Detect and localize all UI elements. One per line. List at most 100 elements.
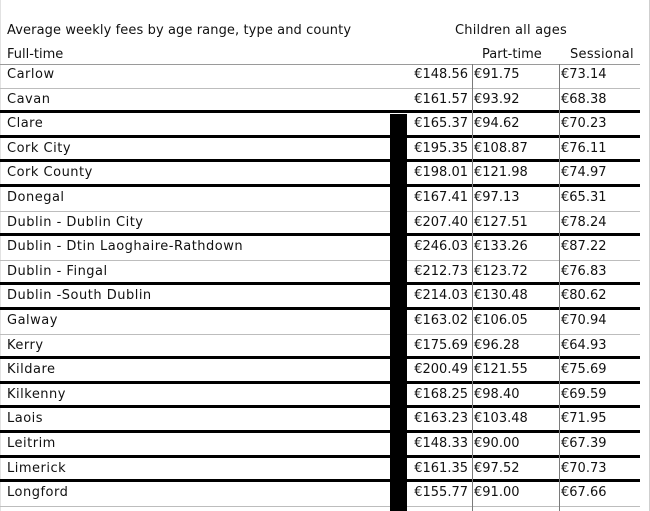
part-time-cell: €97.13 — [474, 189, 520, 205]
sessional-cell: €76.83 — [561, 263, 607, 279]
sessional-cell: €65.31 — [561, 189, 607, 205]
part-time-cell: €96.28 — [474, 337, 520, 353]
part-time-cell: €121.55 — [474, 362, 528, 378]
full-time-cell: €168.25 — [414, 386, 468, 402]
full-time-cell: €167.41 — [414, 189, 468, 205]
full-time-cell: €155.77 — [414, 485, 468, 501]
county-cell: Dublin - Dublin City — [7, 214, 144, 230]
county-cell: Galway — [7, 312, 58, 328]
part-time-cell: €127.51 — [474, 214, 528, 230]
full-time-cell: €163.02 — [414, 312, 468, 328]
table-row: Clare €165.37 €94.62 €70.23 — [0, 113, 640, 138]
sessional-cell: €87.22 — [561, 239, 607, 255]
county-cell: Cork City — [7, 140, 72, 156]
table-row: Cork County €198.01 €121.98 €74.97 — [0, 162, 640, 187]
sessional-cell: €74.97 — [561, 165, 607, 181]
part-time-cell: €90.00 — [474, 435, 520, 451]
part-time-cell: €98.40 — [474, 386, 520, 402]
county-cell: Kilkenny — [7, 386, 66, 402]
part-time-cell: €94.62 — [474, 116, 520, 132]
sessional-cell: €70.73 — [561, 460, 607, 476]
table-row: Galway €163.02 €106.05 €70.94 — [0, 310, 640, 335]
table-row: Kildare €200.49 €121.55 €75.69 — [0, 359, 640, 384]
county-cell: Kerry — [7, 337, 44, 353]
full-time-cell: €148.33 — [414, 435, 468, 451]
county-cell: Clare — [7, 116, 44, 132]
part-time-cell: €103.48 — [474, 411, 528, 427]
column-header-part-time: Part-time — [482, 47, 542, 62]
table-row: Dublin -South Dublin €214.03 €130.48 €80.62 — [0, 285, 640, 310]
sessional-cell: €69.59 — [561, 386, 607, 402]
part-time-cell: €123.72 — [474, 263, 528, 279]
table-row: Laois €163.23 €103.48 €71.95 — [0, 408, 640, 433]
column-divider — [559, 64, 560, 511]
column-divider — [472, 64, 473, 511]
county-cell: Dublin -South Dublin — [7, 288, 152, 304]
full-time-cell: €148.56 — [414, 67, 468, 82]
full-time-cell: €246.03 — [414, 239, 468, 255]
table-row: Carlow €148.56 €91.75 €73.14 — [0, 64, 640, 89]
sessional-cell: €70.94 — [561, 312, 607, 328]
sessional-cell: €71.95 — [561, 411, 607, 427]
sessional-cell: €67.39 — [561, 435, 607, 451]
table-row: Donegal €167.41 €97.13 €65.31 — [0, 187, 640, 212]
part-time-cell: €108.87 — [474, 140, 528, 156]
full-time-cell: €175.69 — [414, 337, 468, 353]
county-cell: Leitrim — [7, 435, 56, 451]
column-header-sessional: Sessional — [570, 47, 634, 62]
sessional-cell: €67.66 — [561, 485, 607, 501]
full-time-cell: €161.57 — [414, 91, 468, 107]
table-row: Dublin - Dublin City €207.40 €127.51 €78.24 — [0, 212, 640, 237]
sessional-cell: €75.69 — [561, 362, 607, 378]
part-time-cell: €130.48 — [474, 288, 528, 304]
sessional-cell: €80.62 — [561, 288, 607, 304]
county-cell: Cork County — [7, 165, 93, 181]
sessional-cell: €64.93 — [561, 337, 607, 353]
full-time-cell: €198.01 — [414, 165, 468, 181]
table-title: Average weekly fees by age range, type a… — [7, 23, 352, 38]
part-time-cell: €93.92 — [474, 91, 520, 107]
table-body: Carlow €148.56 €91.75 €73.14 Cavan €161.57 €93… — [0, 64, 640, 507]
column-header-full-time: Full-time — [7, 47, 64, 62]
county-cell: Kildare — [7, 362, 56, 378]
table-row: Longford €155.77 €91.00 €67.66 — [0, 482, 640, 507]
table-row: Limerick €161.35 €97.52 €70.73 — [0, 458, 640, 483]
table-row: Kilkenny €168.25 €98.40 €69.59 — [0, 384, 640, 409]
sessional-cell: €73.14 — [561, 67, 607, 82]
part-time-cell: €133.26 — [474, 239, 528, 255]
full-time-cell: €212.73 — [414, 263, 468, 279]
county-cell: Carlow — [7, 67, 55, 82]
black-bar-artifact — [390, 114, 407, 511]
table-row: Cavan €161.57 €93.92 €68.38 — [0, 89, 640, 114]
table-row: Cork City €195.35 €108.87 €76.11 — [0, 138, 640, 163]
county-cell: Longford — [7, 485, 69, 501]
sessional-cell: €70.23 — [561, 116, 607, 132]
county-cell: Dublin - Fingal — [7, 263, 108, 279]
full-time-cell: €165.37 — [414, 116, 468, 132]
header-divider — [0, 64, 640, 65]
part-time-cell: €91.75 — [474, 67, 520, 82]
county-cell: Cavan — [7, 91, 51, 107]
sessional-cell: €76.11 — [561, 140, 607, 156]
full-time-cell: €207.40 — [414, 214, 468, 230]
table-row: Leitrim €148.33 €90.00 €67.39 — [0, 433, 640, 458]
part-time-cell: €121.98 — [474, 165, 528, 181]
county-cell: Limerick — [7, 460, 67, 476]
full-time-cell: €161.35 — [414, 460, 468, 476]
column-group-label: Children all ages — [455, 23, 567, 38]
county-cell: Laois — [7, 411, 44, 427]
part-time-cell: €91.00 — [474, 485, 520, 501]
county-cell: Donegal — [7, 189, 65, 205]
full-time-cell: €195.35 — [414, 140, 468, 156]
sessional-cell: €68.38 — [561, 91, 607, 107]
full-time-cell: €214.03 — [414, 288, 468, 304]
table-row: Dublin - Dtin Laoghaire-Rathdown €246.03 €… — [0, 236, 640, 261]
sessional-cell: €78.24 — [561, 214, 607, 230]
part-time-cell: €97.52 — [474, 460, 520, 476]
full-time-cell: €163.23 — [414, 411, 468, 427]
table-row: Dublin - Fingal €212.73 €123.72 €76.83 — [0, 261, 640, 286]
table-row: Kerry €175.69 €96.28 €64.93 — [0, 335, 640, 360]
county-cell: Dublin - Dtin Laoghaire-Rathdown — [7, 239, 244, 255]
full-time-cell: €200.49 — [414, 362, 468, 378]
part-time-cell: €106.05 — [474, 312, 528, 328]
